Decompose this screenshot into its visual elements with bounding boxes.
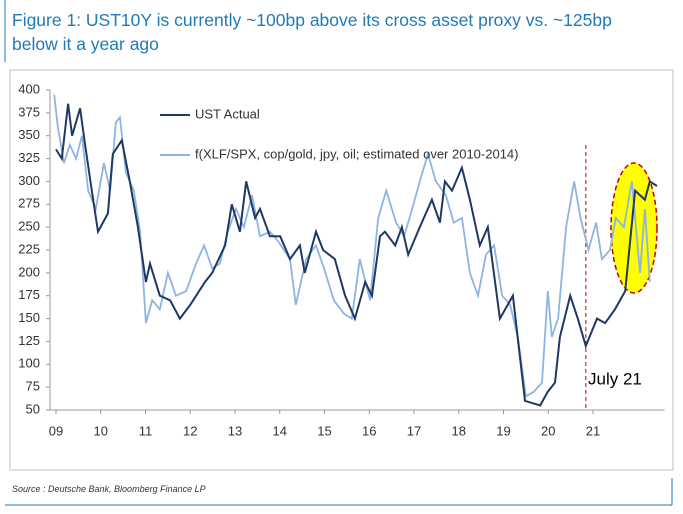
y-tick-label: 75 [26, 379, 40, 394]
y-tick-label: 350 [18, 127, 40, 142]
x-tick-label: 15 [317, 423, 331, 438]
y-tick-label: 250 [18, 219, 40, 234]
y-tick-label: 50 [26, 401, 40, 416]
x-tick-label: 11 [139, 423, 153, 438]
x-tick-label: 21 [586, 423, 600, 438]
y-tick-label: 325 [18, 150, 40, 165]
x-tick-label: 10 [93, 423, 107, 438]
x-tick-label: 14 [272, 423, 286, 438]
x-tick-label: 13 [228, 423, 242, 438]
y-tick-label: 175 [18, 287, 40, 302]
legend-label: UST Actual [195, 106, 260, 121]
y-tick-label: 400 [18, 81, 40, 96]
x-tick-label: 17 [407, 423, 421, 438]
annotation-label: July 21 [588, 369, 642, 388]
y-tick-label: 150 [18, 310, 40, 325]
source-note: Source : Deutsche Bank, Bloomberg Financ… [12, 484, 206, 494]
x-tick-label: 18 [452, 423, 466, 438]
series-line [55, 103, 658, 407]
y-tick-label: 100 [18, 356, 40, 371]
plot-area [53, 94, 658, 410]
chart-title: Figure 1: UST10Y is currently ~100bp abo… [12, 10, 612, 54]
y-tick-label: 275 [18, 196, 40, 211]
plot-frame [9, 69, 674, 471]
y-tick-label: 375 [18, 104, 40, 119]
x-tick-label: 20 [541, 423, 555, 438]
x-tick-label: 16 [362, 423, 376, 438]
legend-label: f(XLF/SPX, cop/gold, jpy, oil; estimated… [195, 146, 518, 161]
y-tick-label: 225 [18, 241, 40, 256]
x-tick-label: 19 [496, 423, 510, 438]
x-tick-label: 12 [183, 423, 197, 438]
y-tick-label: 300 [18, 173, 40, 188]
x-tick-label: 09 [49, 423, 63, 438]
series-line [53, 94, 651, 398]
y-tick-label: 125 [18, 333, 40, 348]
y-tick-label: 200 [18, 264, 40, 279]
